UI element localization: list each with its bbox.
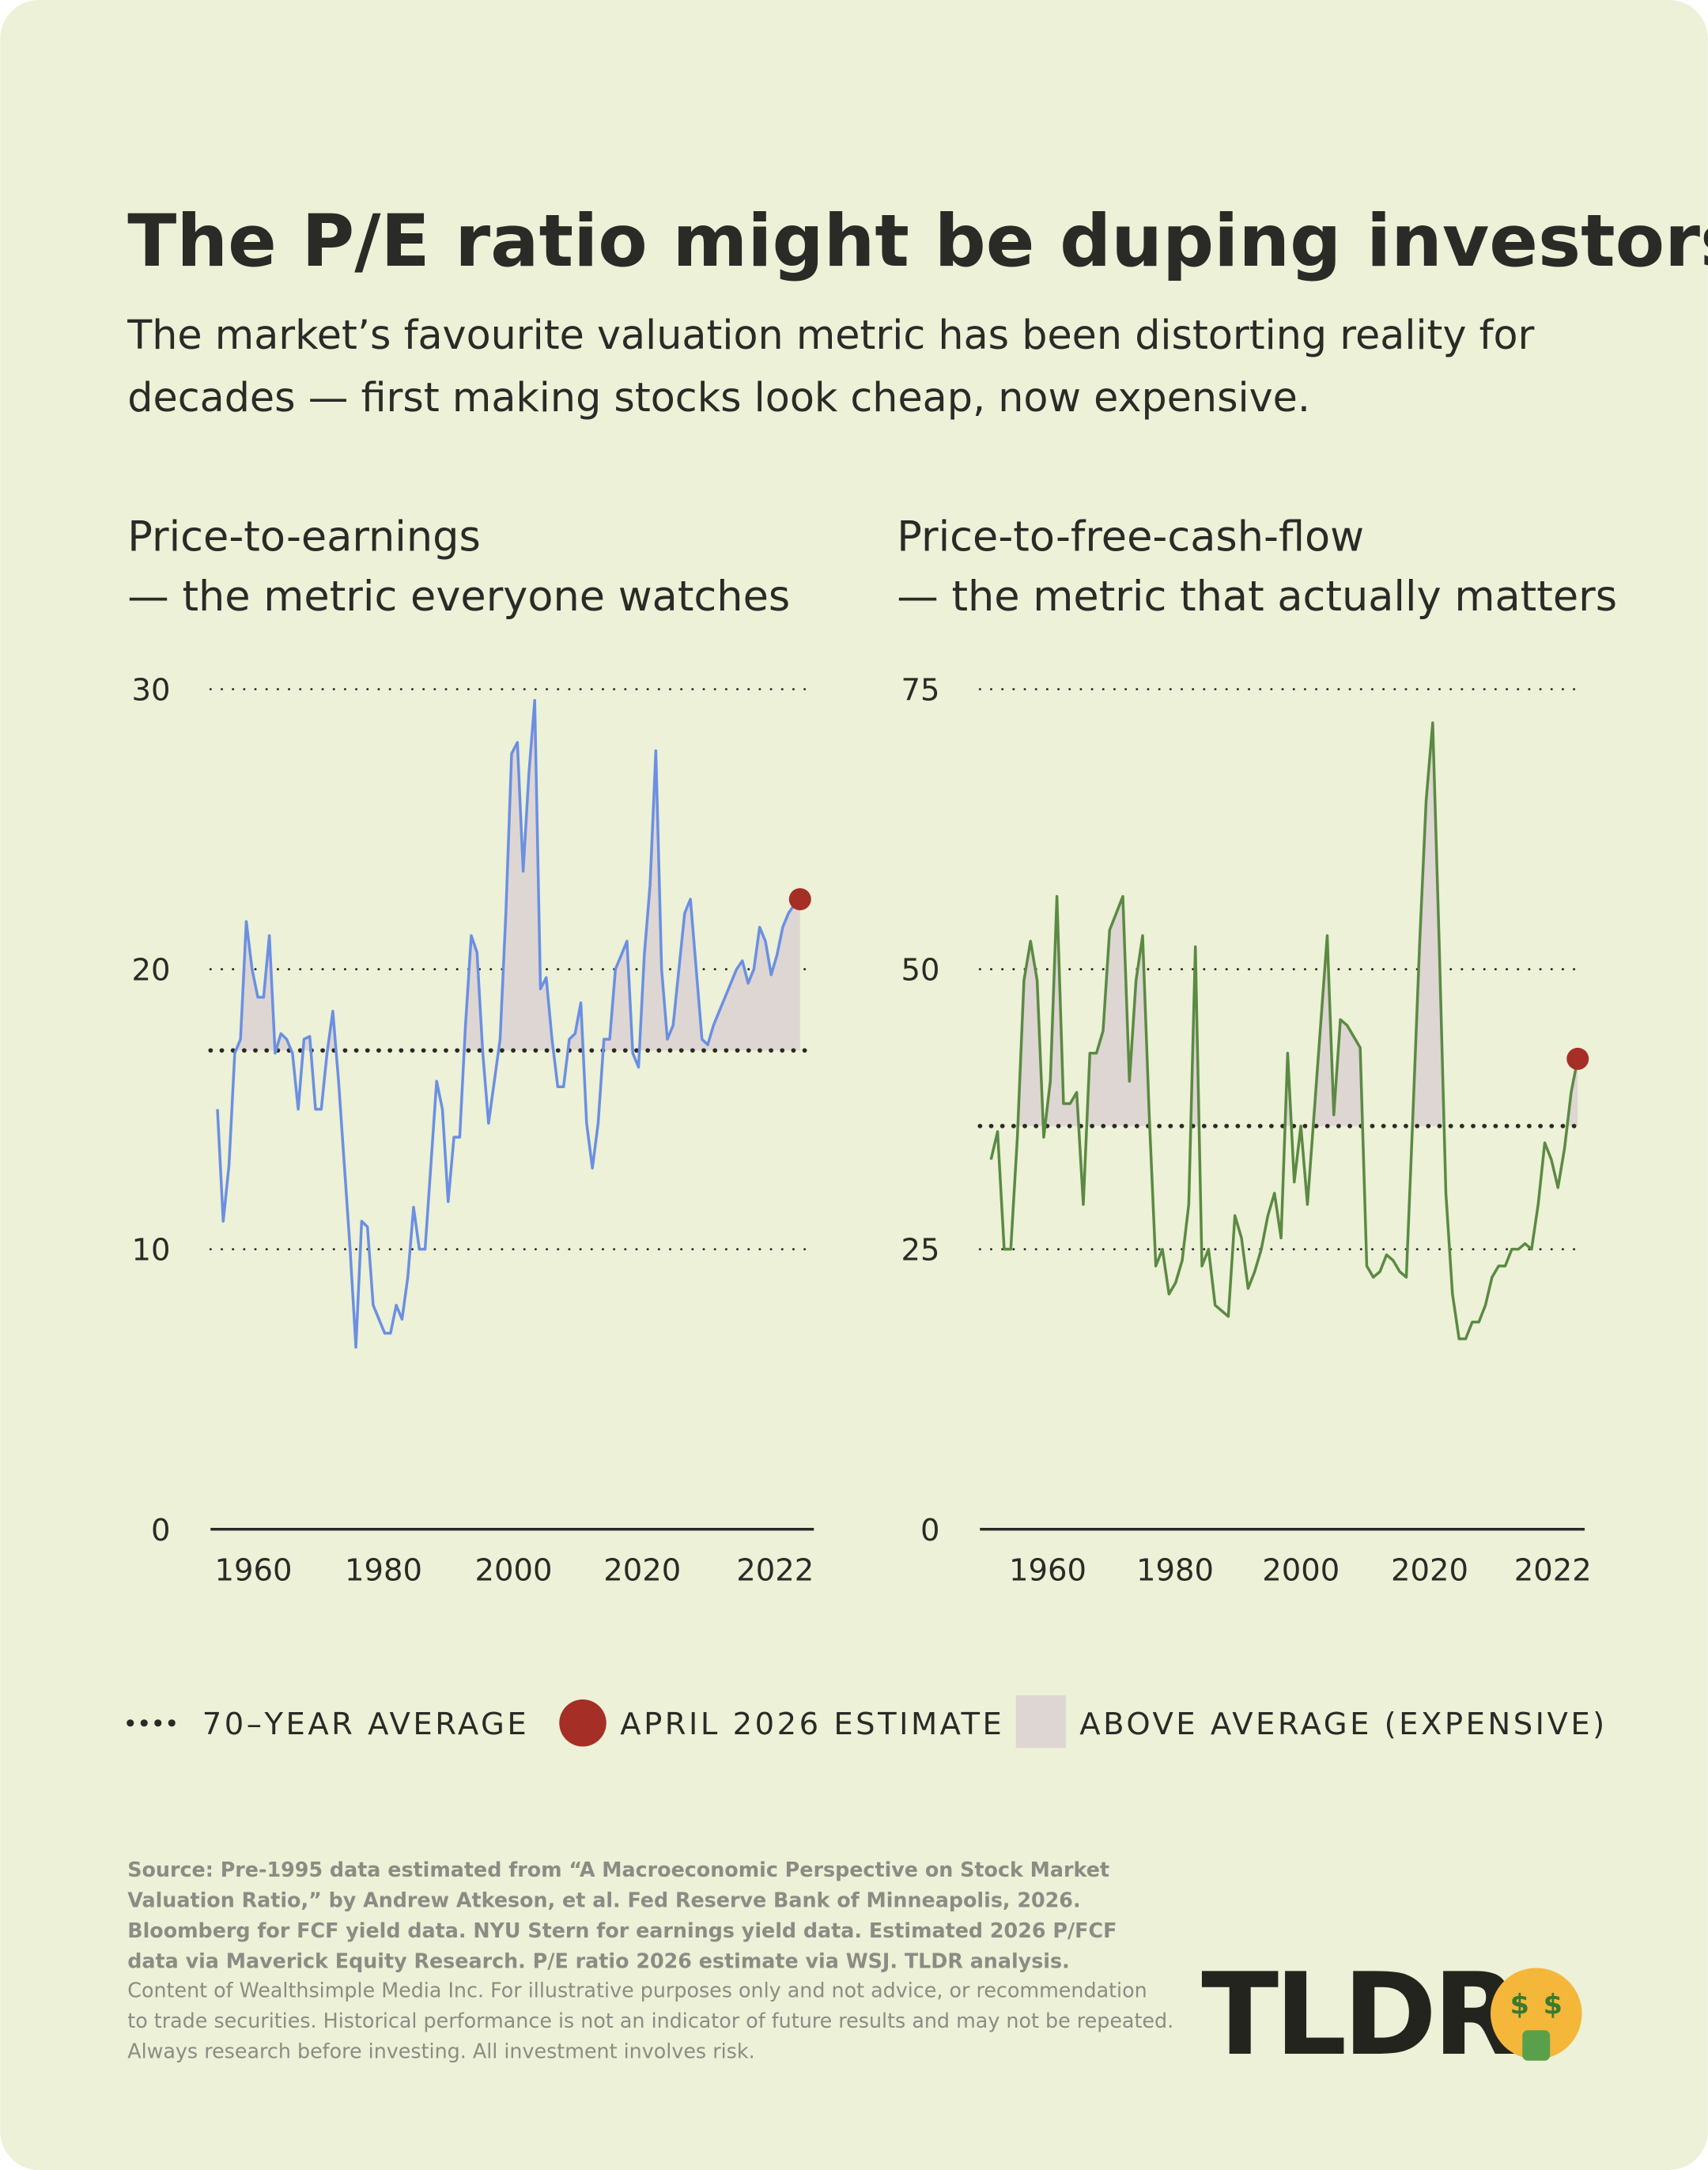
y-tick-label: 0 xyxy=(151,1513,171,1548)
svg-text:$: $ xyxy=(1544,1989,1563,2021)
source-line: Bloomberg for FCF yield data. NYU Stern … xyxy=(127,1919,1117,1942)
legend: 70–YEAR AVERAGE APRIL 2026 ESTIMATE ABOV… xyxy=(127,1695,1607,1748)
series-line xyxy=(989,721,1579,1340)
series-line xyxy=(216,698,801,1349)
estimate-point xyxy=(1566,1047,1589,1070)
legend-swatch xyxy=(1015,1695,1066,1748)
chart-title: — the metric that actually matters xyxy=(897,573,1617,621)
x-tick-label: 1980 xyxy=(345,1553,422,1589)
chart-title: — the metric everyone watches xyxy=(127,573,790,621)
chart-title: Price-to-free-cash-flow xyxy=(897,513,1364,561)
disclaimer-line: Content of Wealthsimple Media Inc. For i… xyxy=(127,1978,1147,2002)
x-tick-label: 1960 xyxy=(1009,1553,1086,1589)
legend-swatch xyxy=(559,1699,606,1747)
logo: TLDR xyxy=(1201,1949,1518,2081)
legend-dots xyxy=(127,1719,176,1727)
y-tick-label: 30 xyxy=(132,673,171,709)
y-tick-label: 20 xyxy=(132,953,171,989)
x-tick-label: 2000 xyxy=(1262,1553,1340,1589)
source-line: Source: Pre-1995 data estimated from “A … xyxy=(127,1858,1109,1881)
title: The P/E ratio might be duping investors xyxy=(127,200,1708,283)
subtitle: decades — first making stocks look cheap… xyxy=(127,374,1310,421)
y-tick-label: 75 xyxy=(901,673,940,709)
chart: Price-to-earnings — the metric everyone w… xyxy=(127,513,817,1589)
source-line: Valuation Ratio,” by Andrew Atkeson, et … xyxy=(127,1888,1080,1912)
source-line: data via Maverick Equity Research. P/E r… xyxy=(127,1949,1069,1973)
disclaimer-line: Always research before investing. All in… xyxy=(127,2039,754,2062)
x-tick-label: 2020 xyxy=(1391,1553,1468,1589)
legend-label: ABOVE AVERAGE (EXPENSIVE) xyxy=(1079,1707,1607,1742)
y-tick-label: 0 xyxy=(920,1513,940,1548)
x-tick-label: 2020 xyxy=(603,1553,681,1589)
svg-text:$: $ xyxy=(1510,1989,1529,2021)
x-tick-label: 1960 xyxy=(215,1553,293,1589)
x-tick-label: 2022 xyxy=(736,1553,814,1589)
x-tick-label: 2022 xyxy=(1514,1553,1592,1589)
subtitle: The market’s favourite valuation metric … xyxy=(127,312,1534,358)
logo-emoji: $ $ xyxy=(1491,1968,1582,2061)
legend-label: APRIL 2026 ESTIMATE xyxy=(620,1707,1004,1742)
y-tick-label: 25 xyxy=(901,1233,940,1268)
legend-label: 70–YEAR AVERAGE xyxy=(202,1707,529,1742)
chart-title: Price-to-earnings xyxy=(127,513,481,561)
y-tick-label: 50 xyxy=(901,953,940,989)
estimate-point xyxy=(788,888,811,911)
chart: Price-to-free-cash-flow — the metric that… xyxy=(897,513,1617,1589)
disclaimer-line: to trade securities. Historical performa… xyxy=(127,2009,1173,2032)
y-tick-label: 10 xyxy=(132,1233,171,1268)
above-average-area xyxy=(991,722,1578,1126)
x-tick-label: 1980 xyxy=(1136,1553,1214,1589)
x-tick-label: 2000 xyxy=(475,1553,553,1589)
